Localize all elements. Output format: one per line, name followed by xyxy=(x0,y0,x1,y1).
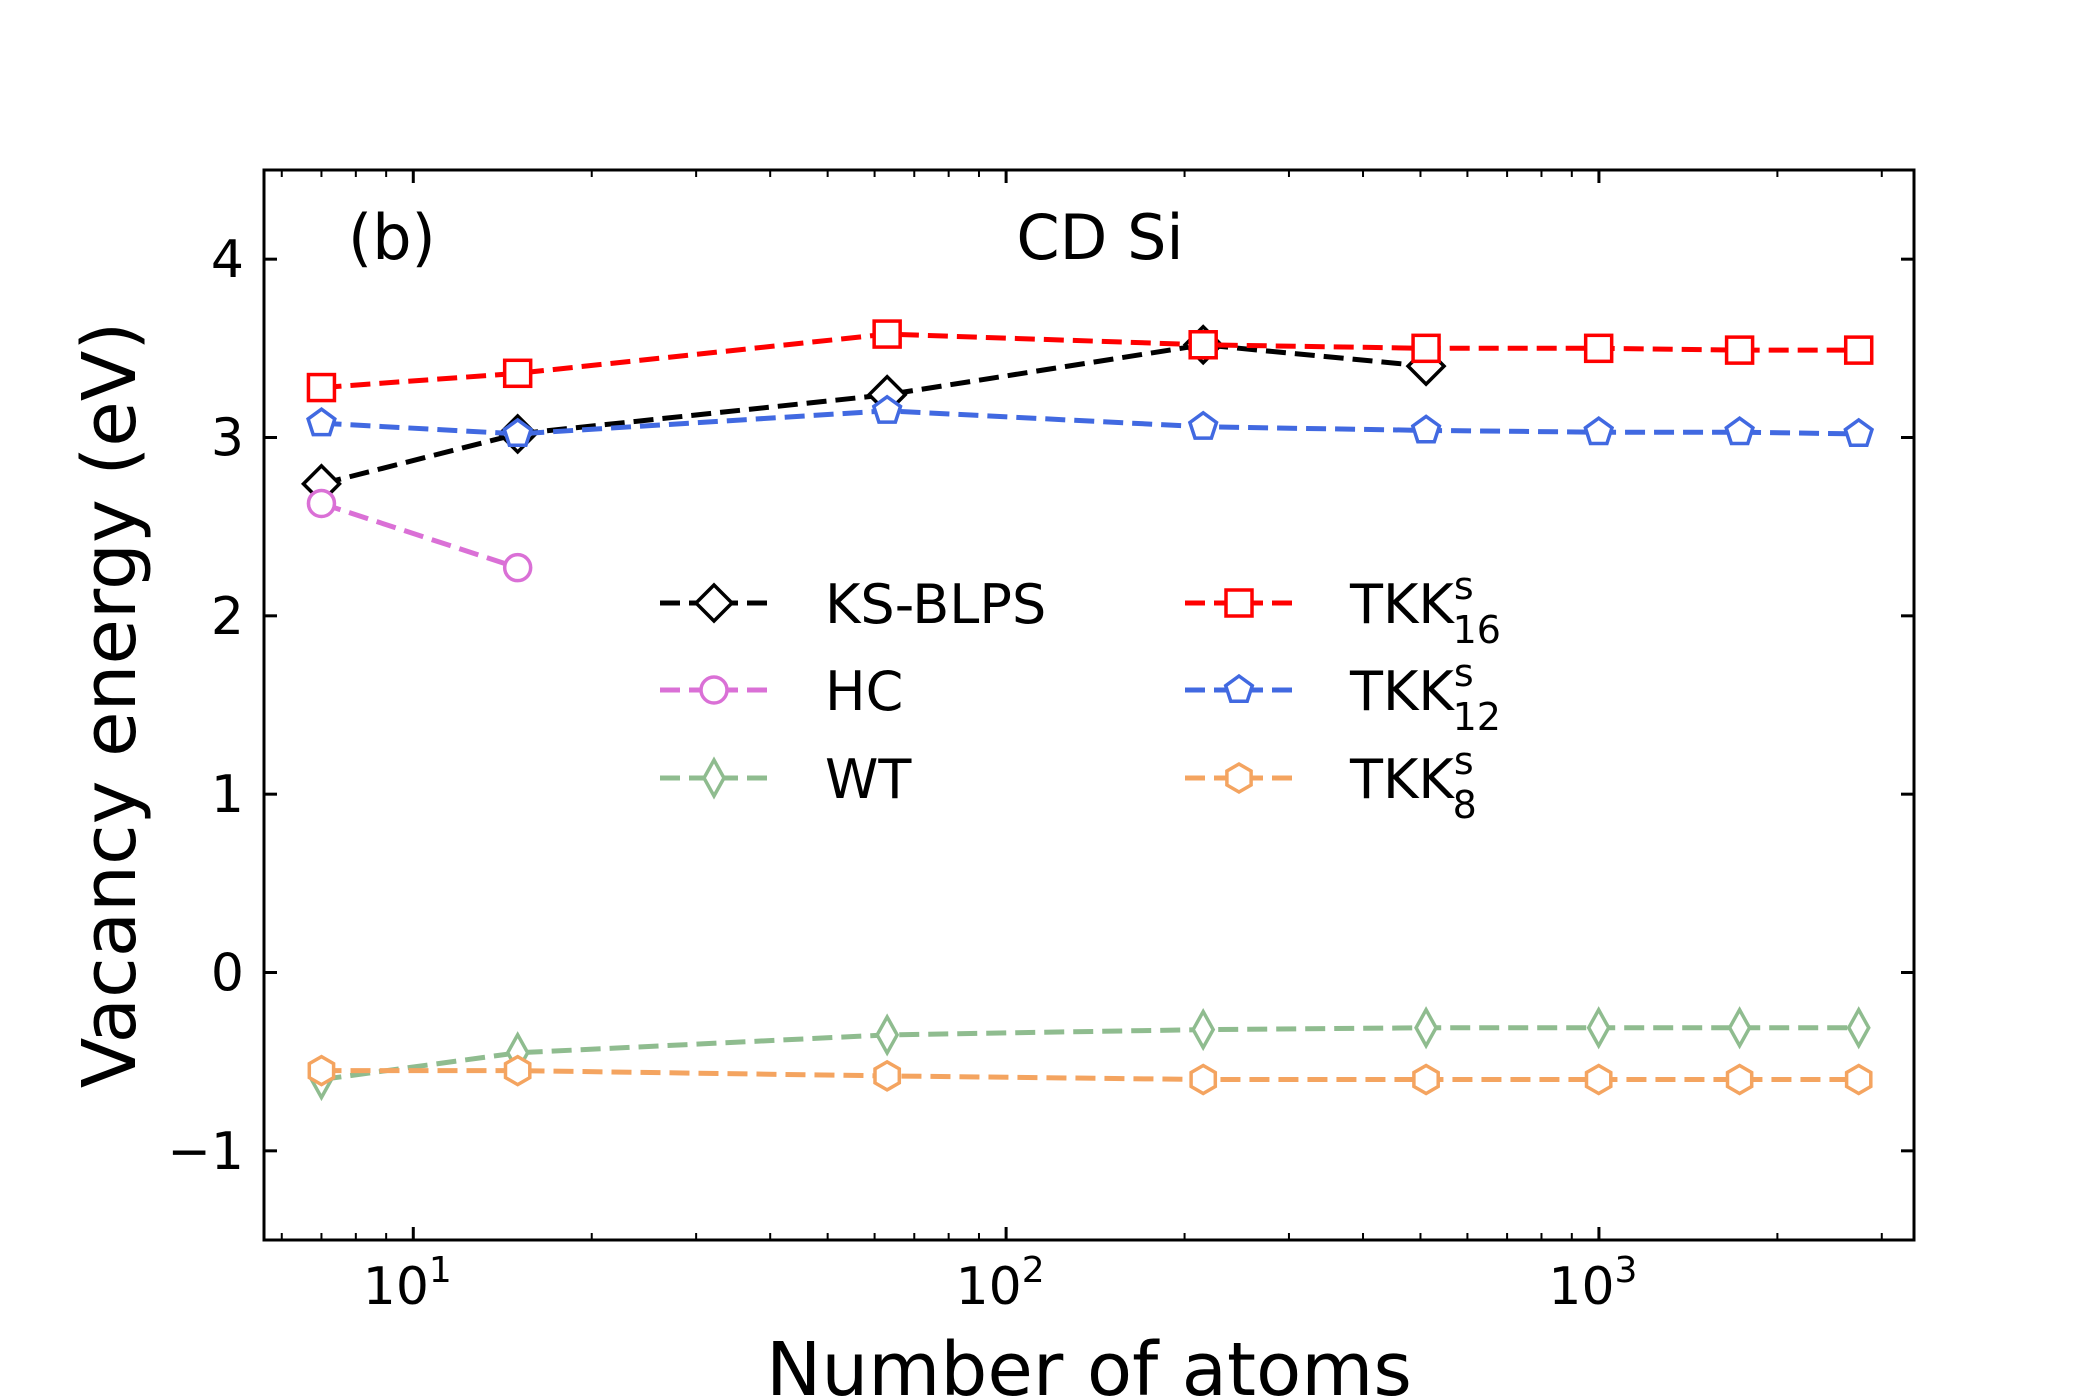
series-line-ks-blps xyxy=(320,342,1427,487)
y-tick-label: 1 xyxy=(211,765,244,825)
x-tick-label: 101 xyxy=(363,1250,452,1317)
legend-marker xyxy=(1225,761,1253,795)
data-point-wt xyxy=(1586,1006,1611,1050)
legend-label: KS-BLPS xyxy=(825,573,1046,636)
legend-label: HC xyxy=(825,660,903,723)
data-point-tkk8 xyxy=(503,1054,532,1087)
data-point-tkk12 xyxy=(306,407,337,437)
data-point-wt xyxy=(1846,1006,1871,1050)
data-point-wt xyxy=(875,1013,900,1057)
data-point-tkk12 xyxy=(1843,417,1875,448)
x-tick-label: 103 xyxy=(1548,1250,1637,1317)
data-point-tkk16 xyxy=(1583,333,1614,364)
data-point-wt xyxy=(1727,1006,1752,1050)
series-tkk16 xyxy=(306,319,1874,403)
y-tick-label: 2 xyxy=(211,587,244,647)
data-point-wt xyxy=(1191,1007,1216,1052)
data-point-tkk16 xyxy=(1188,330,1218,360)
y-tick-label: 3 xyxy=(211,409,244,469)
data-point-tkk8 xyxy=(1584,1063,1613,1096)
data-point-tkk16 xyxy=(1411,333,1441,364)
series-hc xyxy=(306,488,533,583)
y-tick-label: −1 xyxy=(167,1122,244,1182)
data-point-tkk16 xyxy=(306,372,337,403)
chart-title: CD Si xyxy=(1016,201,1183,274)
series-tkk12 xyxy=(306,394,1875,448)
series-line-tkk8 xyxy=(321,1068,1859,1082)
series-wt xyxy=(309,1006,1871,1102)
series-line-wt xyxy=(321,1025,1859,1082)
y-tick-label: 4 xyxy=(211,230,244,290)
data-point-tkk8 xyxy=(307,1054,336,1087)
data-point-hc xyxy=(502,552,533,583)
legend-marker xyxy=(1223,673,1255,704)
legend-label: WT xyxy=(825,748,912,811)
legend-marker xyxy=(699,675,729,705)
data-point-tkk12 xyxy=(1187,410,1219,440)
data-point-tkk16 xyxy=(1724,335,1755,365)
legend-marker xyxy=(693,582,735,624)
series-tkk8 xyxy=(307,1054,1873,1096)
data-point-tkk8 xyxy=(873,1059,902,1092)
ticks-layer: 101 102 103 −1 0 1 2 3 4 xyxy=(167,170,1914,1317)
series-layer xyxy=(300,319,1875,1102)
data-point-tkk16 xyxy=(502,358,533,389)
data-point-tkk12 xyxy=(502,417,534,448)
series-line-tkk16 xyxy=(321,331,1859,391)
data-point-tkk8 xyxy=(1844,1063,1873,1096)
legend-marker xyxy=(1224,588,1254,618)
legend-item-ks-blps: KS-BLPS xyxy=(660,573,1046,636)
data-point-tkk12 xyxy=(1583,416,1615,446)
data-point-tkk12 xyxy=(871,394,903,424)
legend-marker xyxy=(701,756,727,800)
series-ks-blps xyxy=(300,324,1447,505)
data-point-tkk12 xyxy=(1410,414,1442,444)
data-point-tkk8 xyxy=(1412,1063,1440,1096)
y-tick-label: 0 xyxy=(211,944,244,1004)
series-line-tkk12 xyxy=(321,408,1859,437)
legend-item-tkk12: TKKs 12 xyxy=(1185,651,1501,739)
data-point-tkk12 xyxy=(1724,416,1755,446)
x-tick-label: 102 xyxy=(956,1250,1045,1317)
data-point-wt xyxy=(1414,1006,1439,1050)
data-point-tkk8 xyxy=(1189,1063,1218,1096)
y-axis-label: Vacancy energy (eV) xyxy=(67,322,153,1088)
legend-item-tkk16: TKKs 16 xyxy=(1185,564,1501,652)
data-point-hc xyxy=(306,488,337,519)
data-point-tkk16 xyxy=(1843,335,1874,365)
legend-label: TKKs 12 xyxy=(1349,651,1501,739)
legend-item-hc: HC xyxy=(660,660,903,723)
legend-label: TKKs 16 xyxy=(1349,564,1501,652)
x-axis-label: Number of atoms xyxy=(766,1327,1412,1400)
series-line-hc xyxy=(320,501,519,571)
legend-label: TKKs 8 xyxy=(1349,739,1477,827)
panel-label: (b) xyxy=(348,201,436,274)
data-point-tkk8 xyxy=(1725,1063,1754,1096)
legend-item-wt: WT xyxy=(660,748,912,811)
plot-frame xyxy=(262,168,1916,1242)
legend-item-tkk8: TKKs 8 xyxy=(1185,739,1477,827)
data-point-tkk16 xyxy=(872,319,902,349)
